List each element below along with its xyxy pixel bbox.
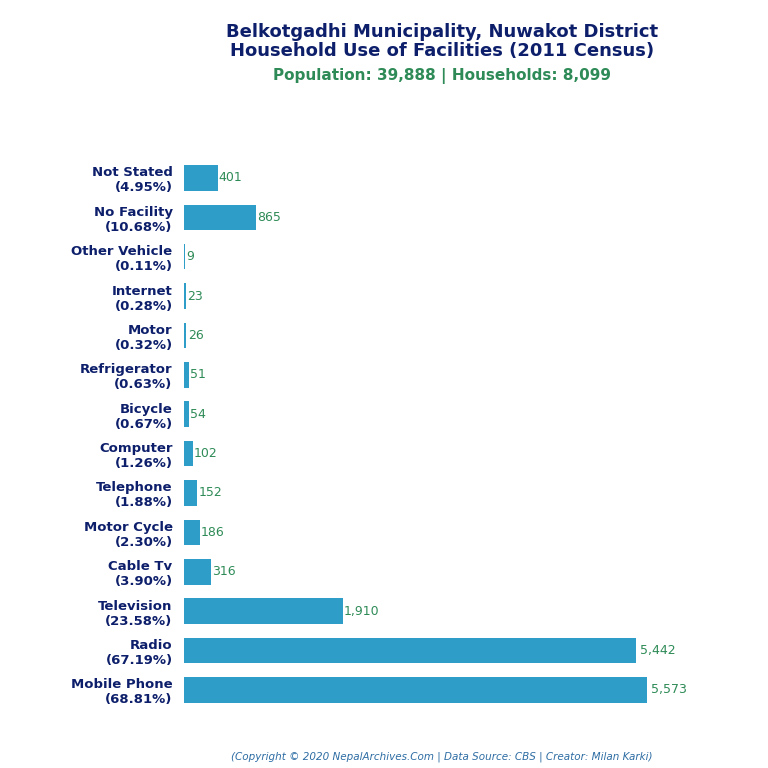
Bar xyxy=(184,441,193,466)
Text: 316: 316 xyxy=(212,565,236,578)
Bar xyxy=(184,204,256,230)
Text: 865: 865 xyxy=(257,210,281,223)
Text: 23: 23 xyxy=(187,290,204,303)
Bar xyxy=(184,283,186,309)
Bar xyxy=(184,323,187,348)
Text: 51: 51 xyxy=(190,369,206,382)
Bar xyxy=(184,598,343,624)
Bar xyxy=(184,677,647,703)
Text: 26: 26 xyxy=(187,329,204,342)
Bar xyxy=(184,480,197,506)
Text: 5,573: 5,573 xyxy=(650,684,687,697)
Text: 152: 152 xyxy=(198,486,222,499)
Text: 1,910: 1,910 xyxy=(344,604,379,617)
Text: 102: 102 xyxy=(194,447,218,460)
Text: 54: 54 xyxy=(190,408,206,421)
Text: Population: 39,888 | Households: 8,099: Population: 39,888 | Households: 8,099 xyxy=(273,68,611,84)
Bar xyxy=(184,637,636,664)
Bar xyxy=(184,402,189,427)
Text: 5,442: 5,442 xyxy=(640,644,675,657)
Text: Household Use of Facilities (2011 Census): Household Use of Facilities (2011 Census… xyxy=(230,42,654,60)
Text: (Copyright © 2020 NepalArchives.Com | Data Source: CBS | Creator: Milan Karki): (Copyright © 2020 NepalArchives.Com | Da… xyxy=(231,751,652,762)
Bar xyxy=(184,362,189,388)
Bar xyxy=(184,520,200,545)
Text: 186: 186 xyxy=(201,526,225,539)
Bar xyxy=(184,559,210,584)
Text: 9: 9 xyxy=(187,250,194,263)
Text: Belkotgadhi Municipality, Nuwakot District: Belkotgadhi Municipality, Nuwakot Distri… xyxy=(226,23,657,41)
Bar xyxy=(184,165,217,190)
Text: 401: 401 xyxy=(219,171,243,184)
